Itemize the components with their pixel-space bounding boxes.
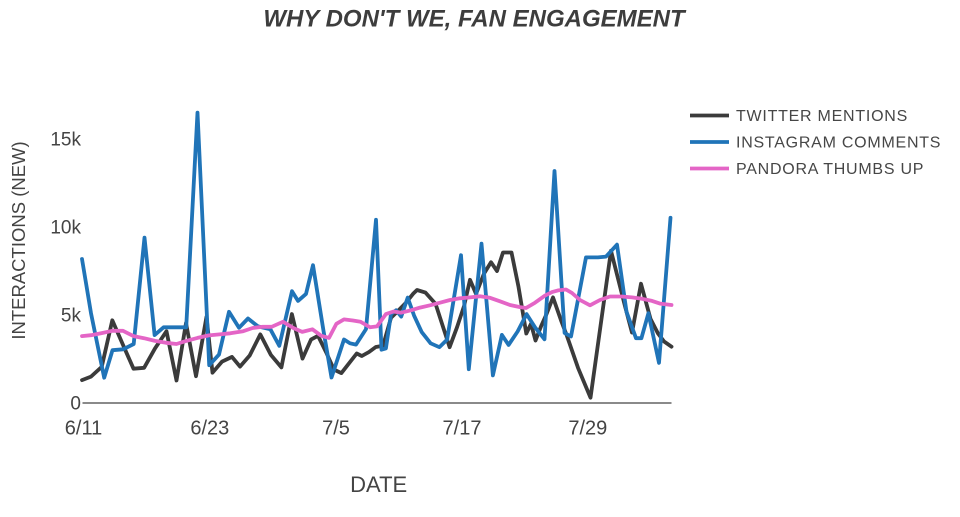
svg-text:INTERACTIONS (NEW): INTERACTIONS (NEW) [8,141,29,339]
svg-text:15k: 15k [50,130,81,151]
svg-text:5k: 5k [61,306,82,327]
svg-text:6/11: 6/11 [65,418,102,440]
svg-text:6/23: 6/23 [190,418,229,440]
svg-text:0: 0 [70,394,81,415]
svg-text:7/17: 7/17 [443,418,482,440]
svg-text:TWITTER MENTIONS: TWITTER MENTIONS [736,108,908,125]
svg-text:DATE: DATE [350,472,407,497]
svg-text:INSTAGRAM COMMENTS: INSTAGRAM COMMENTS [736,135,941,152]
svg-text:PANDORA THUMBS UP: PANDORA THUMBS UP [736,161,924,178]
svg-text:7/29: 7/29 [568,418,607,440]
svg-text:7/5: 7/5 [322,418,350,440]
svg-text:WHY DON'T WE, FAN ENGAGEMENT: WHY DON'T WE, FAN ENGAGEMENT [263,6,687,33]
svg-text:10k: 10k [50,218,81,239]
